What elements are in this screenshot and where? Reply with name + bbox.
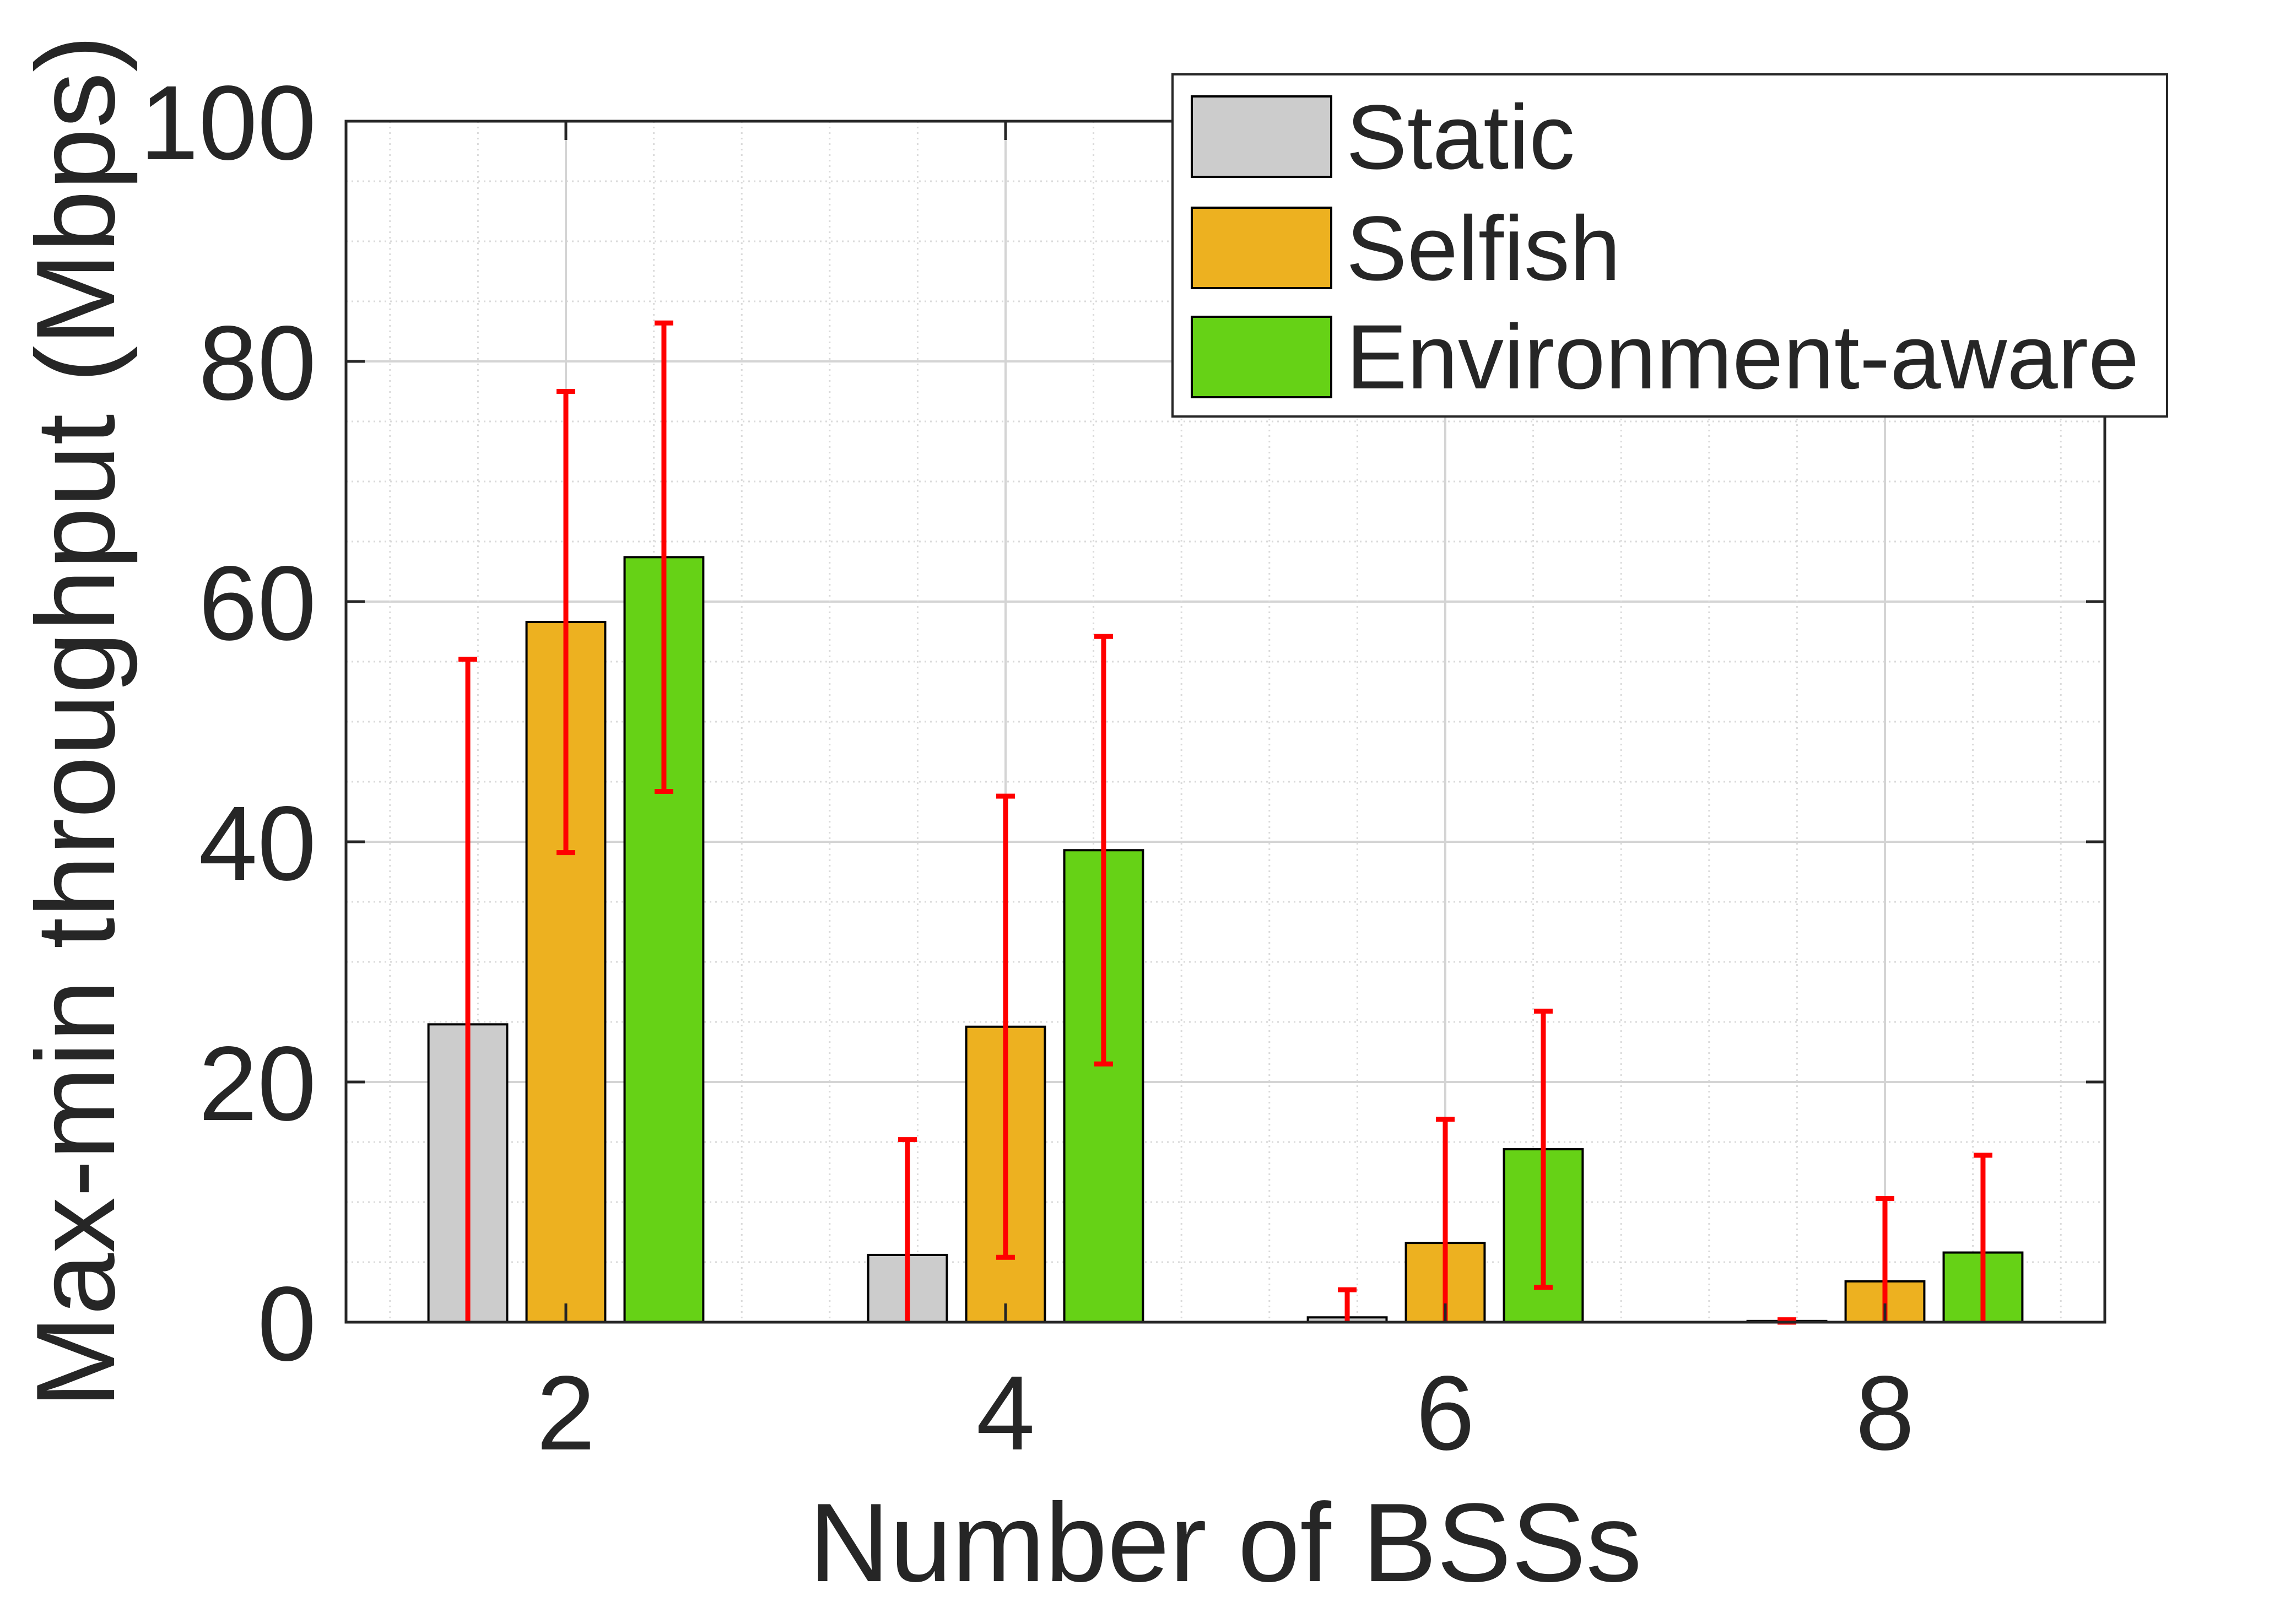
x-tick-label: 8 (1856, 1354, 1915, 1472)
y-tick-label: 40 (198, 784, 316, 902)
legend-box (1171, 73, 2168, 418)
legend-label-static: Static (1346, 86, 1575, 188)
y-axis-label: Max-min throughput (Mbps) (13, 35, 138, 1408)
error-bar-selfish-2 (557, 389, 575, 856)
legend: Static Selfish Environment-aware (1171, 73, 2168, 418)
error-bar-selfish-8 (1876, 1195, 1894, 1322)
error-bar-static-2 (458, 657, 478, 1322)
y-tick-label: 20 (198, 1024, 316, 1143)
legend-label-selfish: Selfish (1346, 198, 1620, 300)
x-tick-label: 4 (976, 1354, 1035, 1472)
x-axis-label: Number of BSSs (809, 1480, 1642, 1605)
legend-swatch-selfish (1191, 207, 1332, 289)
y-tick-label: 0 (257, 1264, 316, 1383)
y-tick-label: 60 (198, 544, 316, 662)
y-tick-label: 100 (140, 63, 316, 182)
x-tick-label: 2 (537, 1354, 596, 1472)
error-bar-selfish-6 (1436, 1117, 1455, 1322)
legend-swatch-static (1191, 95, 1332, 178)
tick-labels: 0 20 40 60 80 100 2 4 6 8 (140, 63, 1915, 1472)
legend-label-environment-aware: Environment-aware (1346, 306, 2139, 408)
legend-swatch-environment-aware (1191, 316, 1332, 398)
error-bar-static-4 (898, 1137, 917, 1322)
y-tick-label: 80 (198, 304, 316, 422)
error-bars (458, 320, 1992, 1325)
error-bar-selfish-4 (996, 793, 1015, 1260)
x-tick-label: 6 (1416, 1354, 1475, 1472)
error-bar-environment-aware-2 (654, 320, 673, 794)
error-bar-environment-aware-8 (1973, 1153, 1992, 1322)
error-bar-environment-aware-4 (1094, 634, 1113, 1067)
error-bar-environment-aware-6 (1533, 1008, 1553, 1290)
error-bar-static-6 (1338, 1287, 1357, 1322)
